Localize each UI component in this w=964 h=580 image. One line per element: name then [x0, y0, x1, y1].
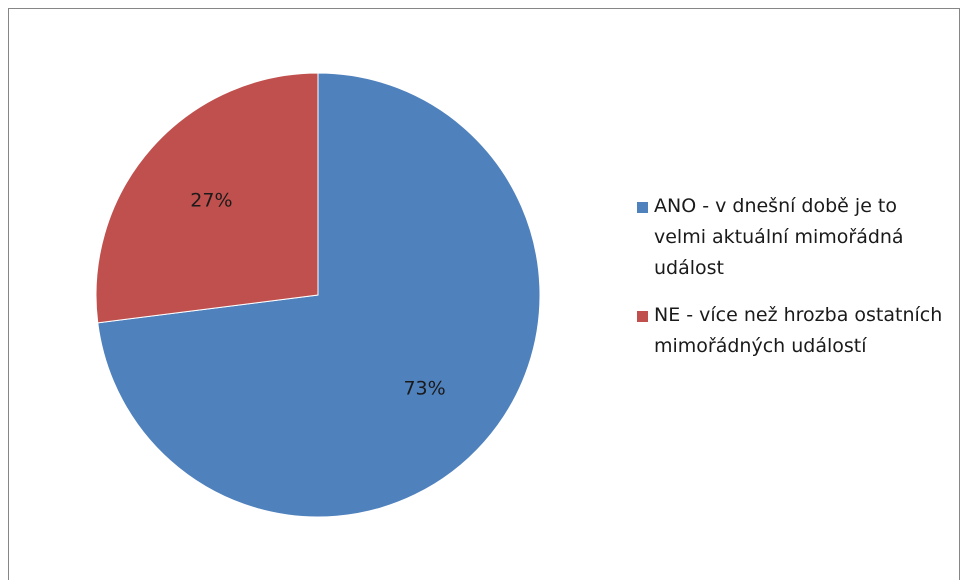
- pie-label-ano: 73%: [403, 377, 445, 399]
- pie-slices: [95, 72, 541, 518]
- pie-slice-ano: [97, 72, 541, 518]
- legend-label-ne: NE - více než hrozba ostatních mimořádný…: [654, 304, 943, 357]
- legend-item-ano: ANO - v dnešní době je to velmi aktuální…: [637, 191, 957, 284]
- legend-label-ano: ANO - v dnešní době je to velmi aktuální…: [654, 195, 904, 279]
- legend: ANO - v dnešní době je to velmi aktuální…: [637, 191, 957, 378]
- legend-item-ne: NE - více než hrozba ostatních mimořádný…: [637, 300, 957, 362]
- legend-swatch-ano: [637, 202, 648, 213]
- pie-label-ne: 27%: [190, 190, 232, 212]
- pie-data-labels: 73% 27%: [190, 190, 445, 400]
- pie-slice-ne: [95, 72, 319, 324]
- legend-swatch-ne: [637, 311, 648, 322]
